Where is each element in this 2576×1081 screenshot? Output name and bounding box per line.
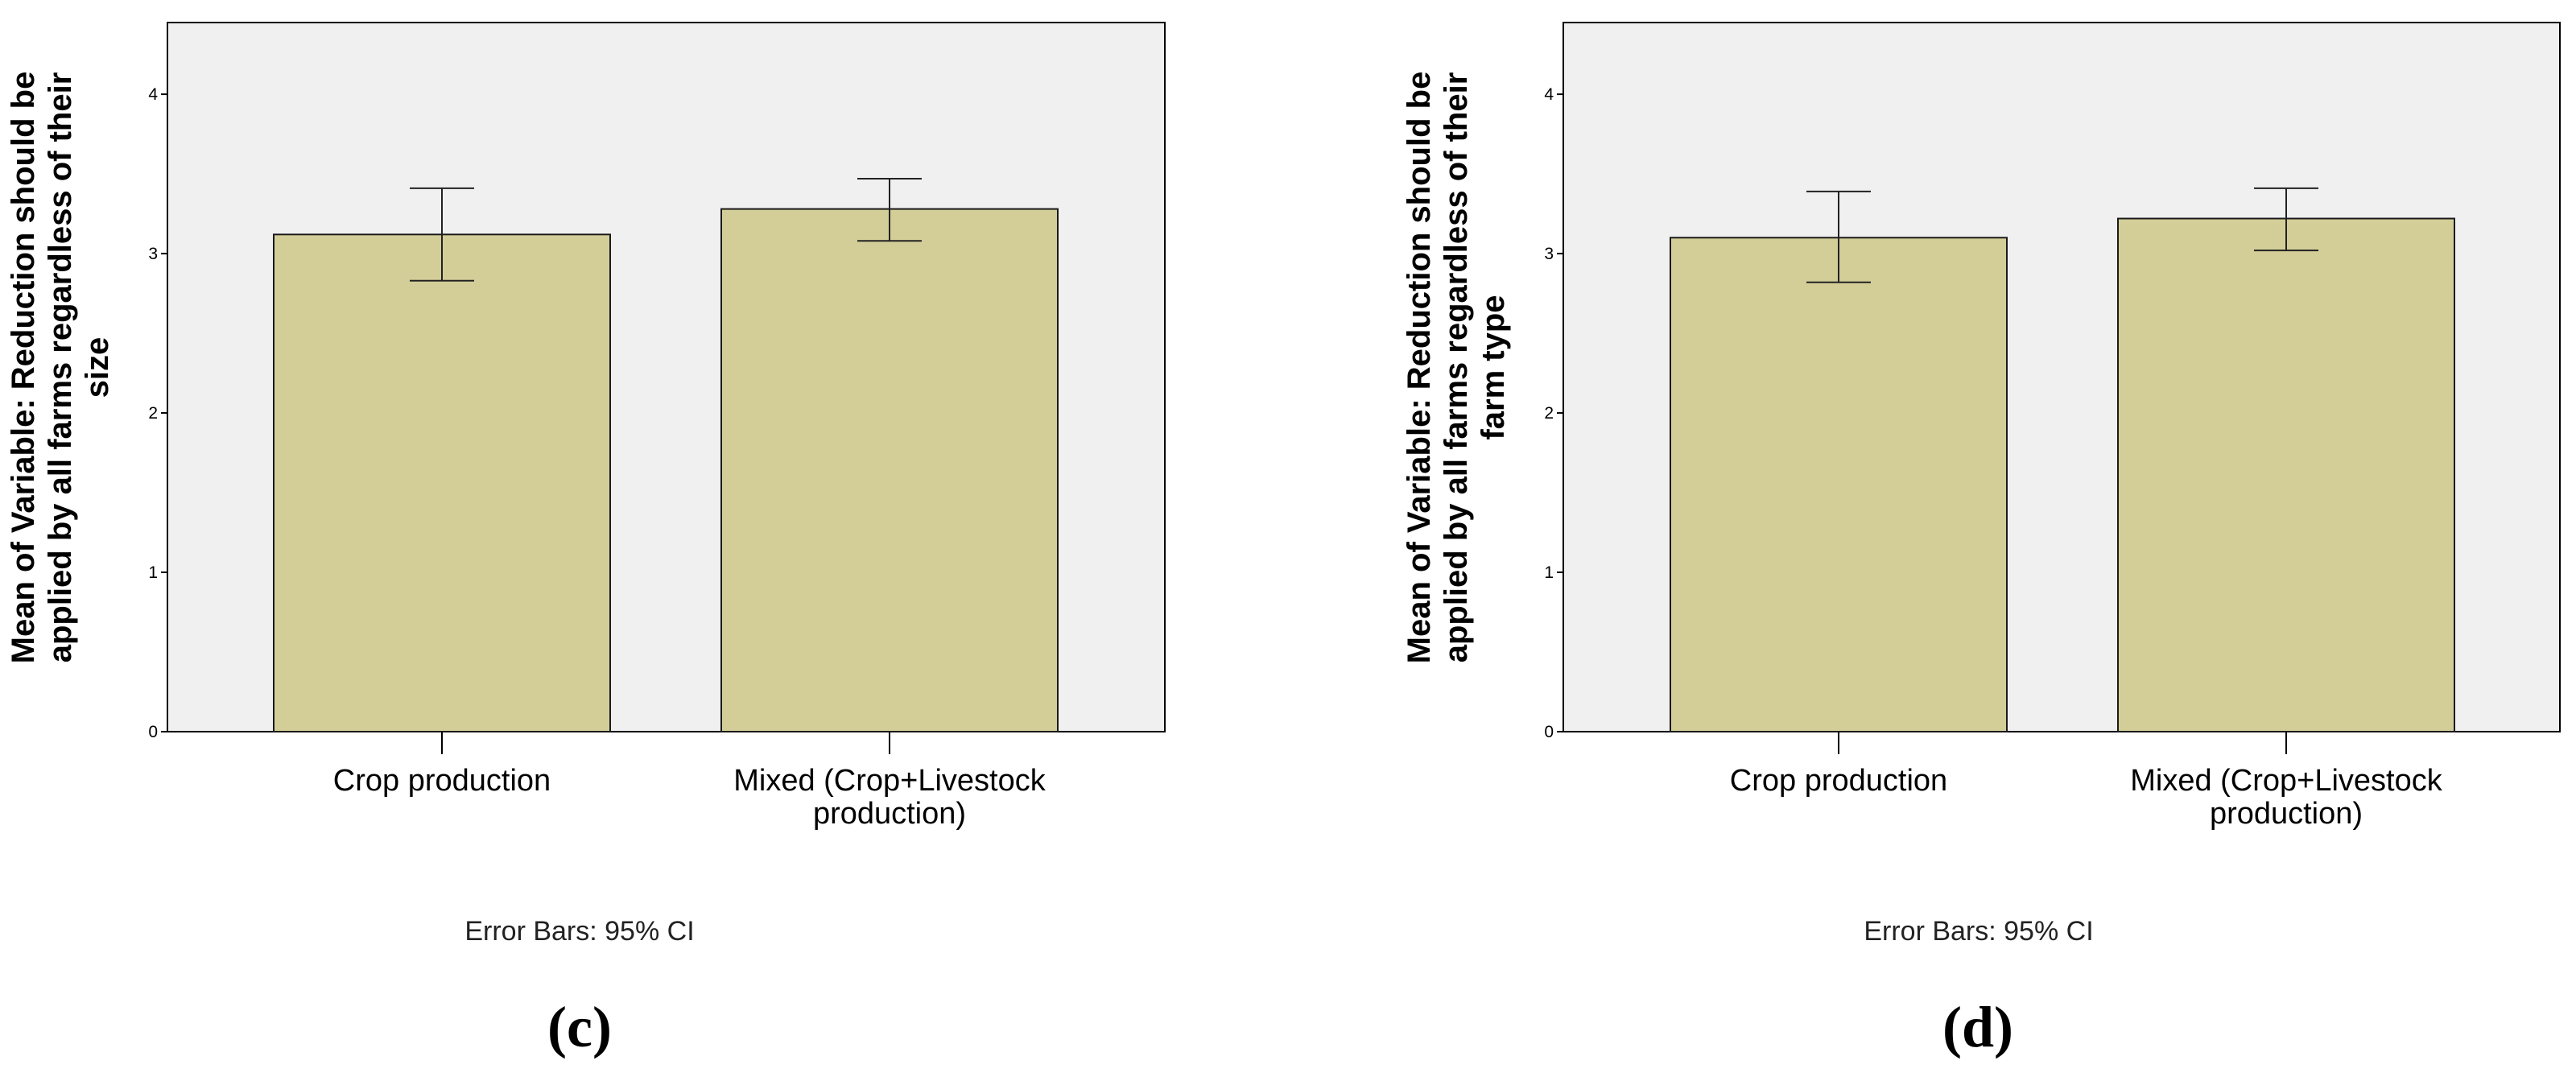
- y-tick-label: 3: [148, 245, 158, 263]
- panel-label: (c): [547, 995, 612, 1059]
- y-tick-label: 0: [148, 723, 158, 741]
- y-axis-label-line: Mean of Variable: Reduction should be: [6, 72, 41, 664]
- bar: [720, 208, 1059, 732]
- error-bar-note: Error Bars: 95% CI: [464, 916, 694, 947]
- x-category-label-line: Mixed (Crop+Livestock: [2130, 764, 2443, 798]
- x-category-label: Mixed (Crop+Livestock production): [733, 764, 1046, 831]
- x-category-label: Crop production: [333, 764, 551, 798]
- y-axis-label-line: farm type: [1476, 295, 1511, 439]
- bar: [273, 233, 611, 732]
- y-tick-label: 4: [148, 85, 158, 104]
- y-axis-label: Mean of Variable: Reduction should beapp…: [1402, 72, 1511, 664]
- panel-label: (d): [1942, 995, 2013, 1059]
- x-category-label-line: production): [2210, 797, 2363, 831]
- y-axis-label: Mean of Variable: Reduction should beapp…: [6, 72, 115, 664]
- y-tick-label: 2: [148, 404, 158, 423]
- bar: [2117, 217, 2455, 733]
- y-tick-label: 2: [1544, 404, 1554, 423]
- x-category-label-line: production): [813, 797, 966, 831]
- x-category-label-line: Crop production: [1730, 764, 1947, 798]
- y-tick-label: 1: [1544, 563, 1554, 582]
- x-category-label: Crop production: [1730, 764, 1947, 798]
- y-tick-label: 1: [148, 563, 158, 582]
- y-axis-label-line: size: [80, 337, 115, 398]
- x-category-label-line: Crop production: [333, 764, 551, 798]
- y-axis-label-line: applied by all farms regardless of their: [43, 72, 78, 663]
- y-tick-label: 4: [1544, 85, 1554, 104]
- x-category-label: Mixed (Crop+Livestock production): [2130, 764, 2443, 831]
- y-axis-label-line: applied by all farms regardless of their: [1439, 72, 1474, 663]
- y-axis-label-line: Mean of Variable: Reduction should be: [1402, 72, 1437, 664]
- bar: [1670, 237, 2008, 732]
- y-tick-label: 3: [1544, 245, 1554, 263]
- error-bar-note: Error Bars: 95% CI: [1864, 916, 2093, 947]
- x-category-label-line: Mixed (Crop+Livestock: [733, 764, 1046, 798]
- chart-panel-c: 0 1 2 3 4 Crop production Mixed (Crop+Livestoc…: [6, 22, 1166, 1059]
- y-tick-label: 0: [1544, 723, 1554, 741]
- chart-panel-d: 0 1 2 3 4 Crop production Mixed (Crop+Livestoc…: [1402, 22, 2561, 1059]
